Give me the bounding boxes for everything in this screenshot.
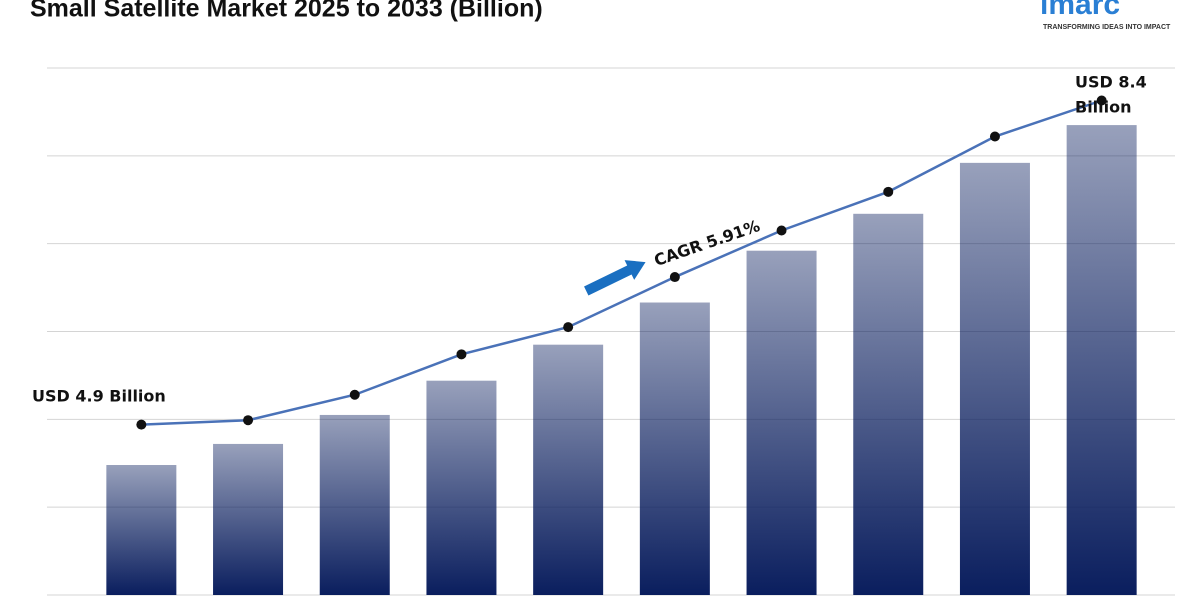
bar xyxy=(213,443,284,595)
bar xyxy=(319,414,390,595)
bar xyxy=(853,213,924,595)
end-label: Billion xyxy=(1075,98,1132,117)
bar xyxy=(426,380,497,595)
bar xyxy=(106,465,177,595)
line-point xyxy=(669,272,680,283)
line-point xyxy=(883,186,894,197)
logo-tagline: TRANSFORMING IDEAS INTO IMPACT xyxy=(1043,24,1171,31)
cagr-arrow xyxy=(584,260,646,296)
end-label: USD 8.4 xyxy=(1075,73,1147,92)
line-point xyxy=(136,419,147,430)
bar xyxy=(746,250,817,595)
line-point xyxy=(989,131,1000,142)
trend-line xyxy=(141,99,1103,426)
line-point xyxy=(456,349,467,360)
line-point xyxy=(243,415,254,426)
line-point xyxy=(776,225,787,236)
logo: imarc xyxy=(1040,0,1120,21)
start-label: USD 4.9 Billion xyxy=(32,387,166,406)
bar xyxy=(639,302,710,595)
line-point xyxy=(563,322,574,333)
chart-title: Small Satellite Market 2025 to 2033 (Bil… xyxy=(30,0,543,23)
line-point xyxy=(349,389,360,400)
bar xyxy=(533,344,604,595)
bar xyxy=(959,162,1030,596)
line-point xyxy=(1096,95,1107,106)
bar xyxy=(1066,125,1137,595)
